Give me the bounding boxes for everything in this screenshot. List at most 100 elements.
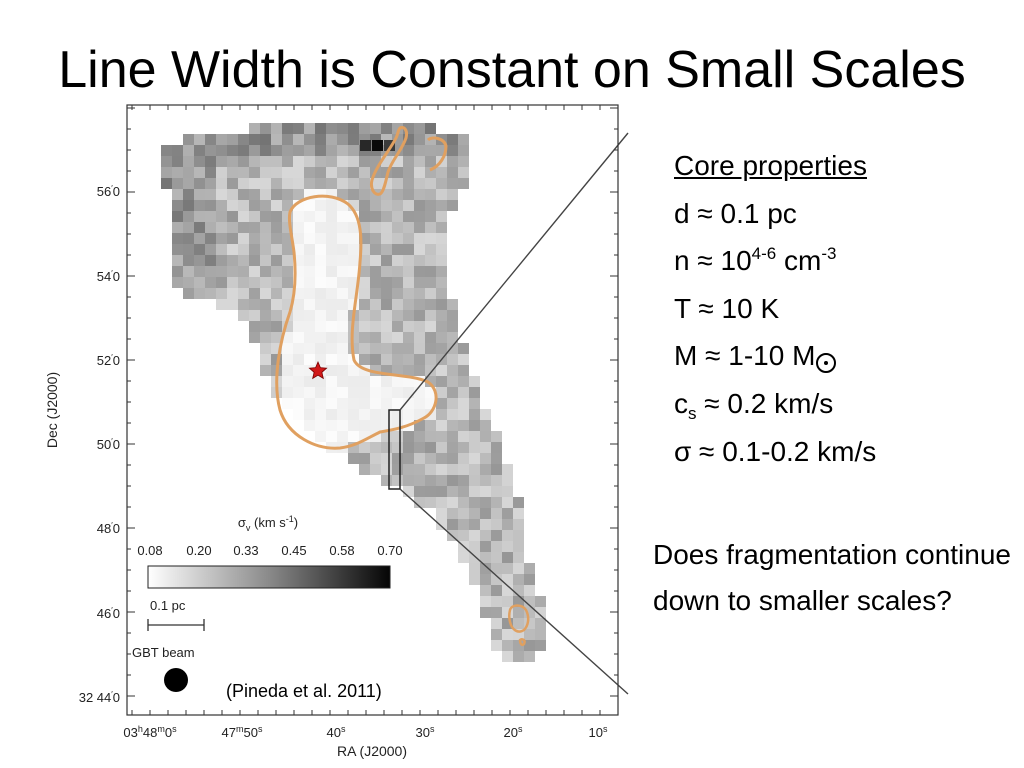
map-pixel — [425, 178, 436, 189]
map-pixel — [403, 310, 414, 321]
dec-tick-label: 46′0 — [97, 606, 120, 621]
map-pixel — [172, 211, 183, 222]
map-pixel — [304, 398, 315, 409]
map-pixel — [348, 123, 359, 134]
colorbar-tick-label: 0.58 — [329, 543, 354, 558]
map-pixel — [271, 244, 282, 255]
ra-axis-label: RA (J2000) — [337, 743, 407, 759]
mass-property: M ≈ 1-10 M — [674, 332, 876, 380]
map-pixel — [436, 255, 447, 266]
map-pixel — [381, 288, 392, 299]
map-pixel — [282, 189, 293, 200]
map-pixel — [249, 123, 260, 134]
colorbar-tick-label: 0.20 — [186, 543, 211, 558]
map-pixel — [293, 321, 304, 332]
dec-tick-label: 32 44′0 — [79, 690, 120, 705]
map-pixel — [480, 563, 491, 574]
map-pixel — [469, 431, 480, 442]
map-pixel — [469, 387, 480, 398]
map-pixel — [392, 376, 403, 387]
map-pixel — [513, 563, 524, 574]
map-pixel — [469, 530, 480, 541]
map-pixel — [282, 178, 293, 189]
map-pixel — [425, 442, 436, 453]
map-pixel — [249, 321, 260, 332]
map-pixel — [436, 310, 447, 321]
map-pixel — [282, 365, 293, 376]
map-pixel — [458, 442, 469, 453]
map-pixel — [392, 332, 403, 343]
map-pixel — [458, 156, 469, 167]
map-pixel — [216, 244, 227, 255]
map-pixel — [282, 387, 293, 398]
map-pixel — [403, 475, 414, 486]
map-pixel — [502, 464, 513, 475]
map-pixel — [304, 200, 315, 211]
map-pixel — [260, 167, 271, 178]
map-pixel — [403, 134, 414, 145]
map-pixel — [315, 156, 326, 167]
map-pixel — [304, 376, 315, 387]
map-pixel — [227, 222, 238, 233]
map-pixel — [249, 145, 260, 156]
map-pixel — [348, 376, 359, 387]
colorbar-tick-label: 0.70 — [377, 543, 402, 558]
map-pixel — [161, 156, 172, 167]
map-pixel — [447, 134, 458, 145]
map-pixel — [381, 222, 392, 233]
map-pixel — [425, 244, 436, 255]
map-pixel — [513, 618, 524, 629]
map-pixel — [326, 233, 337, 244]
south-contour — [508, 604, 530, 647]
map-pixel — [502, 596, 513, 607]
map-pixel — [337, 255, 348, 266]
map-pixel — [205, 255, 216, 266]
map-pixel — [293, 178, 304, 189]
map-pixel — [502, 475, 513, 486]
map-pixel — [205, 200, 216, 211]
map-pixel — [458, 464, 469, 475]
map-pixel — [447, 475, 458, 486]
map-pixel — [238, 233, 249, 244]
map-pixel — [458, 134, 469, 145]
map-pixel — [469, 519, 480, 530]
map-pixel — [359, 310, 370, 321]
map-pixel — [414, 387, 425, 398]
size-property: d ≈ 0.1 pc — [674, 197, 797, 229]
map-pixel — [304, 189, 315, 200]
map-pixel — [436, 277, 447, 288]
map-pixel — [315, 233, 326, 244]
map-pixel — [513, 596, 524, 607]
map-pixel — [502, 651, 513, 662]
map-pixel — [326, 354, 337, 365]
map-pixel — [370, 409, 381, 420]
map-pixel — [326, 365, 337, 376]
map-pixel — [227, 189, 238, 200]
map-pixel — [326, 277, 337, 288]
map-pixel — [403, 365, 414, 376]
map-pixel — [403, 178, 414, 189]
map-pixel — [183, 134, 194, 145]
map-pixel — [381, 189, 392, 200]
map-pixel — [304, 123, 315, 134]
map-pixel — [337, 222, 348, 233]
dec-tick-label: 50′0 — [97, 437, 120, 452]
map-pixel — [425, 167, 436, 178]
map-pixel — [403, 409, 414, 420]
map-pixel — [359, 343, 370, 354]
map-pixel — [348, 453, 359, 464]
map-pixel — [425, 123, 436, 134]
density-property: n ≈ 104-6 cm-3 — [674, 244, 837, 277]
map-pixel — [370, 255, 381, 266]
map-pixel — [502, 497, 513, 508]
map-pixel — [315, 376, 326, 387]
map-pixel — [293, 233, 304, 244]
map-pixel — [315, 266, 326, 277]
map-pixel — [359, 266, 370, 277]
map-pixel — [282, 376, 293, 387]
temperature-property: T ≈ 10 K — [674, 292, 780, 324]
map-pixel — [271, 299, 282, 310]
map-pixel — [260, 233, 271, 244]
map-pixel — [469, 486, 480, 497]
map-pixel — [359, 376, 370, 387]
